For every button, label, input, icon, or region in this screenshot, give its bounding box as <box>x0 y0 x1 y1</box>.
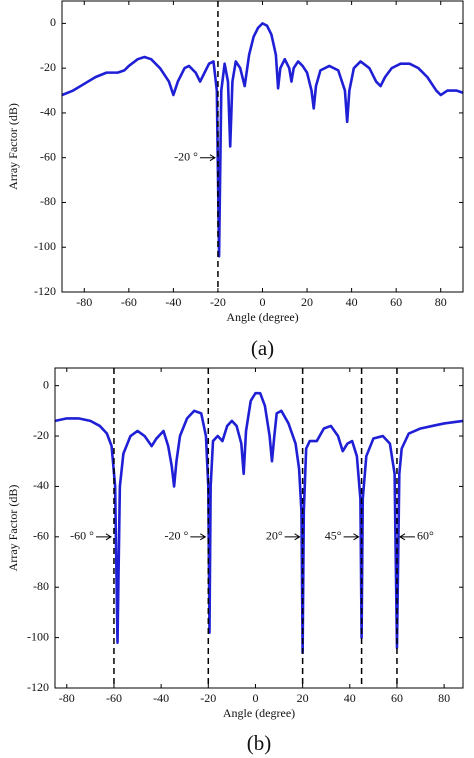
y-tick-label: -100 <box>27 629 49 643</box>
arrow <box>398 533 415 541</box>
y-tick-label: -60 <box>40 149 56 163</box>
caption: (b) <box>247 731 272 755</box>
x-tick-label: -20 <box>200 691 216 705</box>
x-tick-label: 60 <box>391 691 403 705</box>
y-tick-label: -20 <box>33 428 49 442</box>
annotation: 60° <box>417 529 434 543</box>
annotation: -20 ° <box>174 149 198 163</box>
arrow <box>190 533 207 541</box>
y-tick-label: -60 <box>33 529 49 543</box>
x-axis-label: Angle (degree) <box>223 706 295 720</box>
x-tick-label: -40 <box>165 295 181 309</box>
annotation: 45° <box>325 529 342 543</box>
y-tick-label: -100 <box>34 239 56 253</box>
y-tick-label: -120 <box>27 680 49 694</box>
x-tick-label: -80 <box>76 295 92 309</box>
x-tick-label: 0 <box>260 295 266 309</box>
chart: 0 -20 -40 -60 -80 -100 -120 -80 -60 -40 -20 0 20 40 60… <box>6 367 464 755</box>
x-tick-label: 0 <box>252 691 258 705</box>
curve <box>55 391 463 655</box>
x-axis-label: Angle (degree) <box>226 310 298 324</box>
x-tick-label: 20 <box>297 691 309 705</box>
y-tick-label: 0 <box>50 15 56 29</box>
x-tick-label: -40 <box>153 691 169 705</box>
arrow <box>343 533 360 541</box>
plot-frame <box>54 367 464 689</box>
chart: 0 -20 -40 -60 -80 -100 -120 -80 -60 -40 -20 0 20 40 60… <box>6 0 464 360</box>
y-tick-label: -20 <box>40 60 56 74</box>
y-tick-label: 0 <box>43 377 49 391</box>
y-tick-label: -40 <box>40 105 56 119</box>
arrow <box>95 533 112 541</box>
annotation: -60 ° <box>70 529 94 543</box>
x-tick-label: 20 <box>301 295 313 309</box>
x-tick-label: -60 <box>121 295 137 309</box>
x-tick-label: 40 <box>344 691 356 705</box>
y-tick-label: -80 <box>40 194 56 208</box>
arrow <box>199 154 216 162</box>
y-axis-label: Array Factor (dB) <box>6 103 20 190</box>
y-tick-label: -120 <box>34 284 56 298</box>
x-tick-label: 40 <box>346 295 358 309</box>
x-tick-label: 60 <box>390 295 402 309</box>
x-tick-label: 80 <box>438 691 450 705</box>
annotation: -20 ° <box>164 529 188 543</box>
arrow <box>284 533 301 541</box>
curve <box>62 22 463 258</box>
x-tick-label: -60 <box>106 691 122 705</box>
y-tick-label: -40 <box>33 478 49 492</box>
x-tick-label: -20 <box>210 295 226 309</box>
x-tick-label: 80 <box>435 295 447 309</box>
x-tick-label: -80 <box>59 691 75 705</box>
y-tick-label: -80 <box>33 579 49 593</box>
y-axis-label: Array Factor (dB) <box>6 485 20 572</box>
plot-frame <box>61 0 464 293</box>
caption: (a) <box>251 336 274 360</box>
annotation: 20° <box>266 529 283 543</box>
